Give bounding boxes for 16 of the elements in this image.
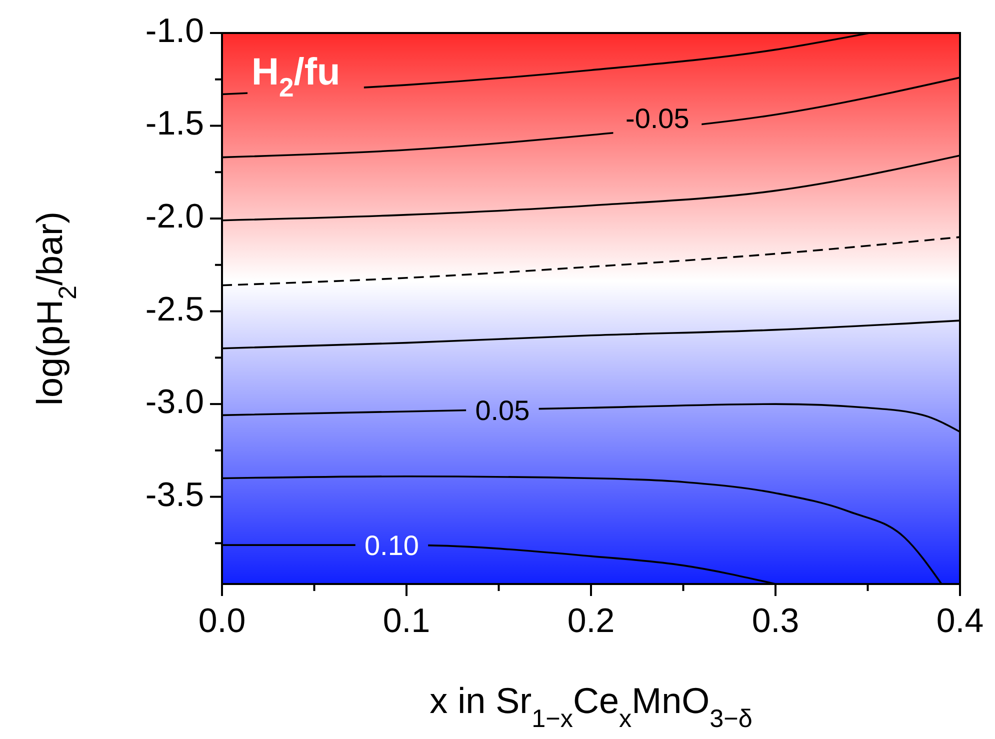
x-tick-label: 0.3 [752, 602, 800, 640]
x-tick-label: 0.0 [198, 602, 246, 640]
y-tick-label: -1.5 [145, 104, 204, 143]
x-tick-label: 0.4 [936, 602, 984, 640]
y-tick-label: -2.5 [145, 290, 204, 328]
x-tick-label: 0.1 [382, 602, 430, 640]
x-axis-title: x in Sr$_{1−x}$Ce$_{x}$MnO$_{3−δ}$ [430, 680, 752, 733]
annotation: H$_{2}$/fu [252, 51, 340, 102]
y-tick-label: -3.5 [145, 476, 204, 514]
annotation: 0.10 [364, 530, 419, 562]
x-tick-label: 0.2 [567, 602, 615, 640]
y-tick-label: -1.0 [145, 12, 204, 50]
annotation: -0.05 [626, 104, 690, 135]
annotation: 0.05 [475, 396, 530, 427]
y-tick-label: -3.0 [145, 383, 204, 422]
y-tick-label: -2.0 [145, 198, 204, 236]
